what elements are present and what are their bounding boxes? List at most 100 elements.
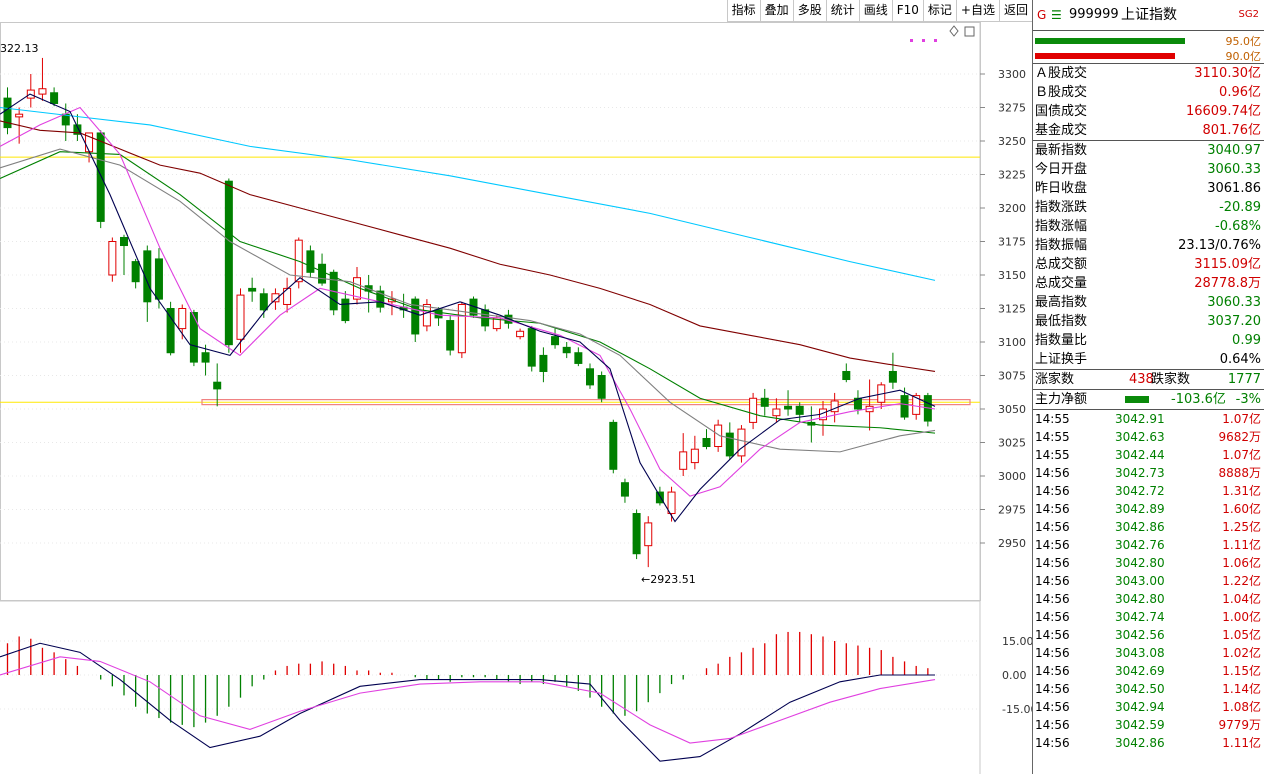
stat-value: 23.13/0.76% xyxy=(1178,238,1261,253)
tick-price: 3042.59 xyxy=(1115,718,1165,732)
macd-axis-label: 15.00 xyxy=(1002,635,1032,648)
toolbar-draw-line-button[interactable]: 画线 xyxy=(858,0,892,21)
ma5-line xyxy=(0,93,936,523)
candle-body xyxy=(644,522,653,547)
price-axis-label: 3050 xyxy=(998,403,1026,416)
volume-label: 基金成交 xyxy=(1035,123,1088,138)
stock-name: 上证指数 xyxy=(1121,7,1177,23)
price-axis-label: 3275 xyxy=(998,102,1026,115)
tick-row: 14:56 3042.56 1.05亿 xyxy=(1033,626,1264,644)
tick-amount: 9779万 xyxy=(1218,718,1261,732)
toolbar-f10-button[interactable]: F10 xyxy=(891,0,923,21)
candle-body xyxy=(15,113,24,118)
tick-time: 14:56 xyxy=(1035,502,1070,516)
high-price-label: 322.13 xyxy=(0,42,39,55)
volume-label: Ａ股成交 xyxy=(1035,66,1088,81)
tick-time: 14:56 xyxy=(1035,556,1070,570)
tick-list[interactable]: 14:55 3042.91 1.07亿 14:55 3042.63 9682万 14… xyxy=(1033,409,1264,752)
candle-body xyxy=(3,97,12,129)
toolbar-multi-stock-button[interactable]: 多股 xyxy=(792,0,826,21)
g-icon[interactable]: G xyxy=(1037,8,1047,22)
candle-body xyxy=(586,368,594,386)
toolbar-statistics-button[interactable]: 统计 xyxy=(825,0,859,21)
stat-row: 指数量比 0.99 xyxy=(1033,331,1264,350)
main-flow-value: -103.6亿 xyxy=(1171,392,1226,407)
stat-row: 总成交额 3115.09亿 xyxy=(1033,255,1264,274)
stat-label: 昨日收盘 xyxy=(1035,181,1088,196)
chart-toolbar: 指标 叠加 多股 统计 画线 F10 标记 +自选 返回 xyxy=(726,0,1032,22)
tick-time: 14:56 xyxy=(1035,646,1070,660)
tick-price: 3043.00 xyxy=(1115,574,1165,588)
tick-time: 14:56 xyxy=(1035,736,1070,750)
stat-row: 指数振幅 23.13/0.76% xyxy=(1033,236,1264,255)
toolbar-indicator-button[interactable]: 指标 xyxy=(726,0,760,21)
candle-body xyxy=(551,336,560,346)
tick-price: 3042.86 xyxy=(1115,736,1165,750)
tick-amount: 1.02亿 xyxy=(1222,646,1261,660)
candle-body xyxy=(784,405,793,410)
tick-price: 3042.80 xyxy=(1115,592,1165,606)
volume-label: Ｂ股成交 xyxy=(1035,85,1088,100)
tick-amount: 1.11亿 xyxy=(1222,538,1261,552)
tick-amount: 1.00亿 xyxy=(1222,610,1261,624)
price-axis-label: 2950 xyxy=(998,537,1026,550)
tick-amount: 1.22亿 xyxy=(1222,574,1261,588)
tick-row: 14:56 3042.72 1.31亿 xyxy=(1033,482,1264,500)
main-flow-pct: -3% xyxy=(1235,392,1261,407)
candle-body xyxy=(574,352,583,364)
candle-body xyxy=(131,261,140,283)
candle-body xyxy=(422,303,431,327)
toolbar-back-button[interactable]: 返回 xyxy=(998,0,1032,21)
tick-price: 3042.73 xyxy=(1115,466,1165,480)
price-axis-label: 3025 xyxy=(998,437,1026,450)
stock-code: 999999 xyxy=(1069,7,1119,22)
tick-price: 3042.56 xyxy=(1115,628,1165,642)
stat-value: 28778.8万 xyxy=(1194,276,1261,291)
tick-price: 3042.63 xyxy=(1115,430,1165,444)
quote-header: G ☰ 999999 上证指数 SG2 xyxy=(1033,0,1264,30)
candle-body xyxy=(853,397,862,410)
stat-value: 3060.33 xyxy=(1207,295,1261,310)
kline-chart[interactable]: 3300 3275 3250 3225 3200 3175 3150 3125 3100 3075… xyxy=(0,0,1037,774)
stat-label: 指数振幅 xyxy=(1035,238,1088,253)
toolbar-overlay-button[interactable]: 叠加 xyxy=(759,0,793,21)
candle-body xyxy=(248,287,257,292)
support-band xyxy=(201,399,971,406)
stat-row: 指数涨幅 -0.68% xyxy=(1033,217,1264,236)
price-axis-label: 3150 xyxy=(998,269,1026,282)
candle-body xyxy=(749,397,758,423)
sell-bar xyxy=(1035,53,1175,59)
tick-amount: 1.07亿 xyxy=(1222,448,1261,462)
ma60-line xyxy=(0,120,936,373)
tick-time: 14:55 xyxy=(1035,430,1070,444)
bar-top-value: 95.0亿 xyxy=(1225,35,1262,48)
stat-row: 最新指数 3040.97 xyxy=(1033,141,1264,160)
stat-label: 总成交量 xyxy=(1035,276,1088,291)
volume-row: Ｂ股成交 0.96亿 xyxy=(1033,83,1264,102)
quote-panel: G ☰ 999999 上证指数 SG2 95.0亿 90.0亿 Ａ股成交 311… xyxy=(1032,0,1264,774)
kline-chart-area[interactable]: 3300 3275 3250 3225 3200 3175 3150 3125 3100 3075… xyxy=(0,0,1037,774)
candle-body xyxy=(154,258,163,300)
diamond-icon xyxy=(949,25,959,37)
main-flow-bar xyxy=(1125,396,1149,403)
tick-row: 14:56 3042.80 1.04亿 xyxy=(1033,590,1264,608)
stats-block: 最新指数 3040.97 今日开盘 3060.33 昨日收盘 3061.86 指数涨跌… xyxy=(1033,140,1264,369)
toolbar-add-watchlist-button[interactable]: +自选 xyxy=(955,0,999,21)
candle-body xyxy=(108,241,117,276)
ma30-line xyxy=(0,151,936,434)
candle-body xyxy=(446,320,455,351)
buy-sell-bars: 95.0亿 90.0亿 xyxy=(1033,30,1264,63)
tick-row: 14:56 3042.86 1.25亿 xyxy=(1033,518,1264,536)
volume-row: 基金成交 801.76亿 xyxy=(1033,121,1264,140)
toolbar-mark-button[interactable]: 标记 xyxy=(922,0,956,21)
candle-body xyxy=(679,451,688,470)
candle-body xyxy=(341,298,350,322)
tick-amount: 1.14亿 xyxy=(1222,682,1261,696)
menu-icon[interactable]: ☰ xyxy=(1051,8,1062,22)
price-axis-label: 3075 xyxy=(998,370,1026,383)
ma120-line xyxy=(0,106,936,281)
tick-price: 3042.80 xyxy=(1115,556,1165,570)
stat-label: 最新指数 xyxy=(1035,143,1088,158)
candle-body xyxy=(271,293,280,303)
macd-axis-label: 0.00 xyxy=(1002,669,1027,682)
